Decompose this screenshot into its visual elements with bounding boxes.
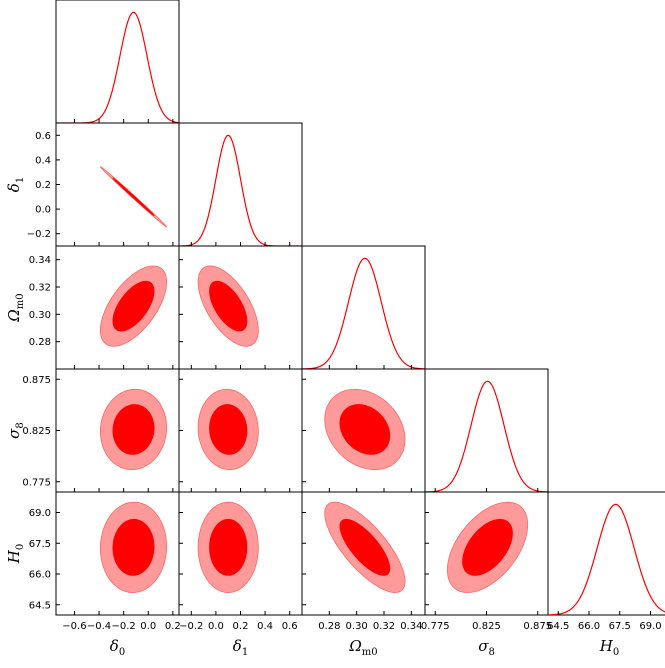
xtick-delta1-4: 0.6 [282,621,298,632]
xtick-delta1-2: 0.2 [233,621,249,632]
panel-delta0-H0 [55,491,180,616]
xtick-delta1-3: 0.4 [257,621,273,632]
xtick-delta0-1: −0.4 [87,621,111,632]
ytick-H0-2: 67.5 [29,539,51,550]
panel-omegam0-sigma8 [301,368,426,493]
xtick-omegam0-1: 0.30 [346,621,368,632]
xlabel-delta0: δ0 [110,637,125,658]
xtick-delta1-0: −0.2 [179,621,203,632]
panel-delta0-omegam0 [55,245,180,370]
xtick-delta0-3: 0.0 [140,621,156,632]
panel-delta1-omegam0 [178,245,303,370]
ytick-omegam0-2: 0.32 [29,283,51,294]
ylabel-H0: H0 [5,544,26,564]
ylabel-delta1: δ1 [5,177,26,192]
contour-68-delta0-sigma8 [112,404,155,455]
contour-68-delta0-omegam0 [112,280,155,332]
ytick-H0-0: 64.5 [29,600,51,611]
xtick-omegam0-0: 0.28 [318,621,340,632]
marginal-omegam0-curve [302,257,425,369]
ytick-H0-3: 69.0 [29,508,51,519]
panel-delta0-sigma8 [55,368,180,493]
contour-68-delta1-sigma8 [209,404,248,455]
ytick-H0-1: 66.0 [29,570,51,581]
marginal-H0-curve [548,503,665,615]
panel-delta1-sigma8 [178,368,303,493]
panel-sigma8-sigma8 [424,368,549,493]
ytick-sigma8-0: 0.775 [22,477,51,488]
ytick-sigma8-1: 0.825 [22,426,51,437]
xtick-H0-0: 64.5 [547,621,569,632]
xtick-omegam0-3: 0.34 [400,621,422,632]
ytick-delta1-3: 0.4 [35,155,51,166]
panel-H0-H0 [547,491,665,616]
xtick-H0-2: 67.5 [609,621,631,632]
ytick-delta1-4: 0.6 [35,131,51,142]
panel-delta0-delta0 [55,0,180,124]
xtick-sigma8-1: 0.825 [472,621,501,632]
ytick-omegam0-0: 0.28 [29,337,51,348]
xlabel-omegam0: Ωm0 [348,637,377,658]
xtick-sigma8-0: 0.775 [421,621,450,632]
ylabel-omegam0: Ωm0 [5,293,26,322]
panel-sigma8-H0 [424,491,549,616]
panel-omegam0-omegam0 [301,245,426,370]
ytick-omegam0-3: 0.34 [29,255,51,266]
contour-68-omegam0-H0 [339,518,391,576]
xtick-H0-3: 69.0 [639,621,661,632]
marginal-sigma8-curve [425,380,548,492]
contour-68-sigma8-H0 [462,518,513,576]
ytick-delta1-0: −0.2 [27,229,51,240]
xtick-omegam0-2: 0.32 [373,621,395,632]
ytick-delta1-2: 0.2 [35,180,51,191]
xlabel-delta1: δ1 [233,637,248,658]
ytick-sigma8-2: 0.875 [22,375,51,386]
contour-68-delta1-omegam0 [209,280,248,332]
panel-delta0-delta1 [55,122,180,247]
contour-68-delta0-H0 [112,518,155,576]
ytick-delta1-1: 0.0 [35,205,51,216]
panel-delta1-H0 [178,491,303,616]
contour-68-delta1-H0 [209,518,248,576]
contour-68-omegam0-sigma8 [339,404,391,455]
contour-68-delta0-delta1 [112,177,155,216]
xlabel-sigma8: σ8 [478,637,495,658]
xtick-delta0-4: 0.2 [165,621,181,632]
ylabel-sigma8: σ8 [5,422,26,439]
panel-omegam0-H0 [301,491,426,616]
xtick-sigma8-2: 0.875 [523,621,552,632]
xtick-delta0-2: −0.2 [112,621,136,632]
xlabel-H0: H0 [599,637,619,658]
xtick-H0-1: 66.0 [578,621,600,632]
panel-delta1-delta1 [178,122,303,247]
xtick-delta1-1: 0.0 [208,621,224,632]
ytick-omegam0-1: 0.30 [29,310,51,321]
xtick-delta0-0: −0.6 [62,621,86,632]
